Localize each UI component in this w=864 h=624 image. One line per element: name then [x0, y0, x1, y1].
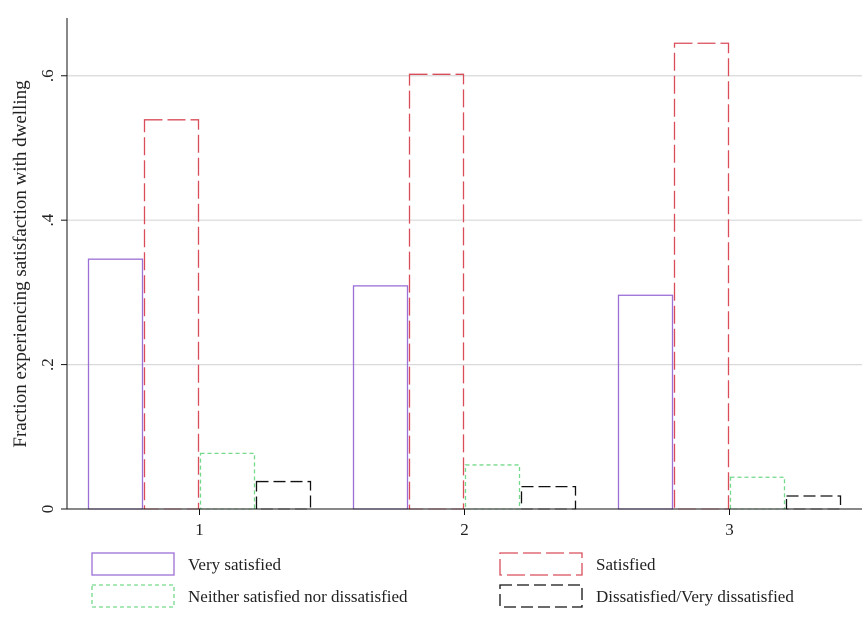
x-tick-label: 1	[195, 520, 204, 539]
bars	[87, 42, 842, 510]
y-axis-ticks: 0 .2 .4 .6	[38, 69, 67, 513]
legend-item: Very satisfied	[91, 552, 282, 576]
bar	[729, 476, 786, 510]
grid-lines	[67, 75, 862, 366]
bar	[408, 73, 465, 510]
legend-swatch	[91, 552, 175, 576]
legend-label: Satisfied	[596, 555, 656, 574]
x-axis-ticks: 1 2 3	[195, 509, 734, 539]
bar	[785, 495, 842, 510]
y-axis-title: Fraction experiencing satisfaction with …	[10, 80, 31, 448]
bar	[199, 452, 256, 510]
legend-item: Satisfied	[499, 552, 656, 576]
y-tick-label: .2	[38, 358, 57, 371]
y-tick-label: .4	[38, 213, 57, 226]
legend-swatch	[91, 584, 175, 608]
bar	[143, 119, 200, 510]
legend-swatch	[499, 552, 583, 576]
legend: Very satisfied Satisfied Neither satisfied…	[91, 552, 794, 608]
x-tick-label: 3	[725, 520, 734, 539]
legend-item: Dissatisfied/Very dissatisfied	[499, 584, 794, 608]
legend-label: Very satisfied	[188, 555, 282, 574]
y-tick-label: .6	[38, 69, 57, 82]
bar	[617, 294, 674, 510]
legend-item: Neither satisfied nor dissatisfied	[91, 584, 408, 608]
bar	[464, 464, 521, 510]
bar	[87, 258, 144, 510]
legend-label: Dissatisfied/Very dissatisfied	[596, 587, 794, 606]
legend-swatch	[499, 584, 583, 608]
bar	[520, 485, 577, 510]
y-tick-label: 0	[38, 505, 57, 514]
bar	[352, 285, 409, 510]
bar	[255, 480, 312, 510]
x-tick-label: 2	[460, 520, 469, 539]
bar	[673, 42, 730, 510]
legend-label: Neither satisfied nor dissatisfied	[188, 587, 408, 606]
